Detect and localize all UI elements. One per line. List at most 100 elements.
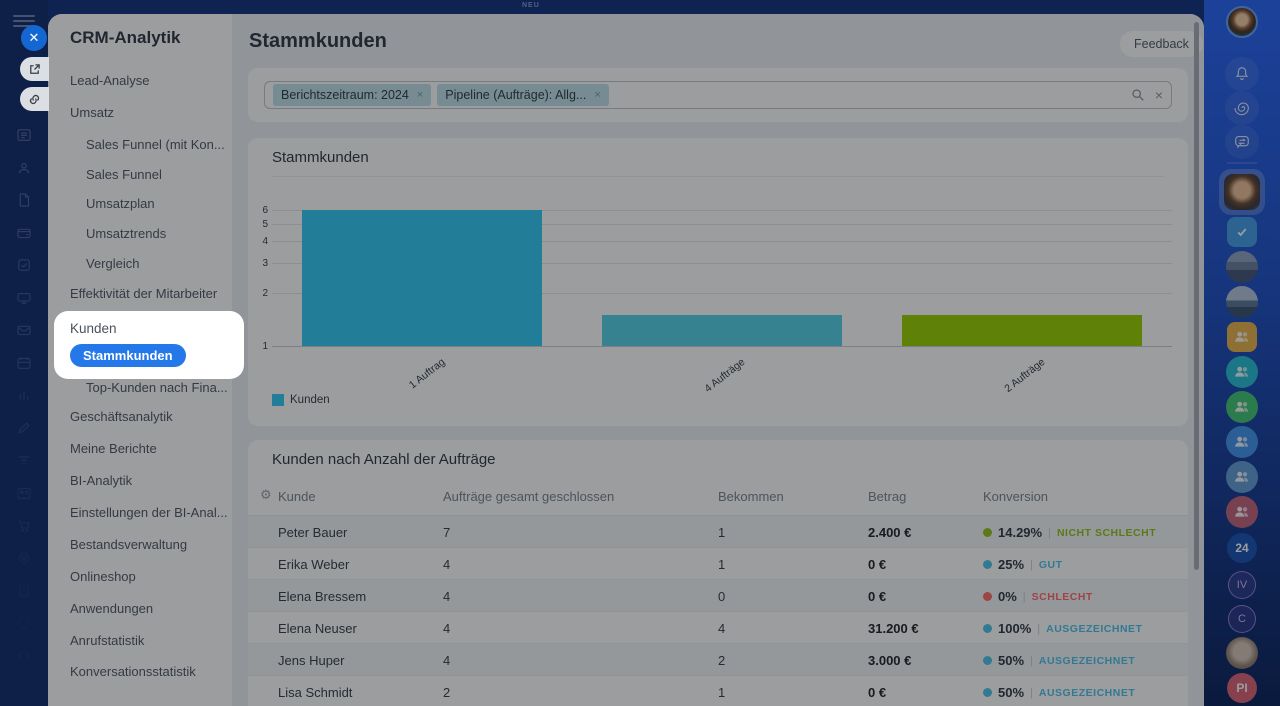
sidebar-item-onlineshop[interactable]: Onlineshop [70, 569, 136, 584]
sidebar-item-top-kunden-nach-fina-[interactable]: Top-Kunden nach Fina... [86, 380, 228, 395]
bar-1-auftrag[interactable] [302, 210, 542, 346]
sidebar-item-einstellungen-der-bi-anal-[interactable]: Einstellungen der BI-Anal... [70, 505, 228, 520]
close-slider-button[interactable]: ✕ [21, 25, 47, 51]
docs-icon[interactable] [15, 581, 33, 599]
filter-field-icons: × [1131, 87, 1163, 103]
open-new-tab-button[interactable] [20, 57, 49, 81]
table-row[interactable]: Peter Bauer 7 1 2.400 € 14.29% | NICHT SCHLECH… [248, 516, 1188, 548]
employees-icon[interactable] [15, 159, 33, 177]
column-header-kunde[interactable]: Kunde [278, 489, 316, 504]
notifications-icon[interactable] [1225, 57, 1259, 91]
cell: Erika Weber [278, 557, 350, 572]
sidebar-item-effektivität-der-mitarbeiter[interactable]: Effektivität der Mitarbeiter [70, 286, 218, 301]
table-row[interactable]: Elena Bressem 4 0 0 € 0% | SCHLECHT [248, 580, 1188, 612]
sign-icon[interactable] [15, 419, 33, 437]
conversion-cell: 100% | AUSGEZEICHNET [983, 621, 1142, 636]
rating-dot [983, 624, 992, 633]
rating-label: SCHLECHT [1031, 590, 1093, 603]
group-chat-icon[interactable] [1227, 322, 1257, 352]
tasks-icon[interactable] [15, 256, 33, 274]
cell: 0 € [868, 589, 887, 604]
bar-2-aufträge[interactable] [902, 315, 1142, 346]
group-chat-icon[interactable] [1226, 426, 1258, 458]
crm-funnel-icon[interactable] [15, 451, 33, 469]
table-row[interactable]: Lisa Schmidt 2 1 0 € 50% | AUSGEZEICHNET [248, 676, 1188, 706]
chat-avatar[interactable] [1226, 251, 1258, 283]
recent-chat-avatar[interactable] [1219, 169, 1265, 215]
feedback-button[interactable]: Feedback [1120, 31, 1203, 57]
chat-avatar[interactable] [1226, 637, 1258, 669]
marketing-target-icon[interactable] [15, 549, 33, 567]
column-header-konversion[interactable]: Konversion [983, 489, 1049, 504]
sidebar-item-lead-analyse[interactable]: Lead-Analyse [70, 73, 150, 88]
copy-link-button[interactable] [20, 87, 49, 111]
chat-avatar[interactable] [1226, 286, 1258, 318]
table-row[interactable]: Erika Weber 4 1 0 € 25% | GUT [248, 548, 1188, 580]
messenger-icon[interactable] [1225, 125, 1259, 159]
copilot-icon[interactable] [1225, 91, 1259, 125]
column-header-betrag[interactable]: Betrag [868, 489, 907, 504]
chat-badge[interactable]: 24 [1227, 533, 1257, 563]
table-row[interactable]: Elena Neuser 4 4 31.200 € 100% | AUSGEZEICHNET [248, 612, 1188, 644]
chat-initials[interactable]: C [1228, 605, 1256, 633]
chat-initials[interactable]: IV [1228, 571, 1256, 599]
sidebar-item-bi-analytik[interactable]: BI-Analytik [70, 473, 133, 488]
sidebar-item-anwendungen[interactable]: Anwendungen [70, 601, 154, 616]
chart-card: Stammkunden 6 5 4 3 2 1 1 Auftrag 4 Aufträge 2 A… [248, 138, 1188, 426]
chip-remove-icon[interactable]: × [416, 89, 424, 101]
conversion-percent: 25% [998, 557, 1025, 572]
group-chat-icon[interactable] [1226, 391, 1258, 423]
cell: 0 € [868, 557, 887, 572]
sidebar-item-vergleich[interactable]: Vergleich [86, 256, 140, 271]
table-row[interactable]: Jens Huper 4 2 3.000 € 50% | AUSGEZEICHNET [248, 644, 1188, 676]
bar-4-aufträge[interactable] [602, 315, 842, 346]
sidebar-item-sales-funnel-mit-kon-[interactable]: Sales Funnel (mit Kon... [86, 137, 225, 152]
conversion-percent: 100% [998, 621, 1032, 636]
sidebar-item-anrufstatistik[interactable]: Anrufstatistik [70, 633, 145, 648]
chip-remove-icon[interactable]: × [594, 89, 601, 101]
contact-card-icon[interactable] [15, 484, 33, 502]
analytics-icon[interactable] [15, 386, 33, 404]
group-chat-icon[interactable] [1226, 356, 1258, 388]
chat-initials[interactable]: PI [1227, 673, 1257, 703]
security-shield-icon[interactable] [15, 614, 33, 632]
filter-card: Berichtszeitraum: 2024 × Pipeline (Aufträg… [248, 68, 1188, 122]
sidebar-item-geschäftsanalytik[interactable]: Geschäftsanalytik [70, 409, 173, 424]
tasks-chat-icon[interactable] [1227, 217, 1257, 247]
clear-filter-icon[interactable]: × [1154, 87, 1163, 103]
documents-icon[interactable] [15, 191, 33, 209]
column-header-aufträge-gesamt-geschlossen[interactable]: Aufträge gesamt geschlossen [443, 489, 615, 504]
conversion-percent: 14.29% [998, 525, 1043, 540]
sidebar-section-kunden[interactable]: Kunden [70, 321, 117, 336]
cell: 31.200 € [868, 621, 919, 636]
profile-avatar[interactable] [1226, 6, 1258, 38]
filter-chip[interactable]: Pipeline (Aufträge): Allg... × [437, 84, 609, 106]
group-chat-icon[interactable] [1226, 496, 1258, 528]
grid-settings-gear-icon[interactable]: ⚙ [260, 487, 272, 502]
sidebar-item-umsatztrends[interactable]: Umsatztrends [86, 226, 167, 241]
calendar-icon[interactable] [15, 354, 33, 372]
chart-legend[interactable]: Kunden [272, 394, 330, 406]
sidebar-item-umsatz[interactable]: Umsatz [70, 105, 115, 120]
mail-icon[interactable] [15, 321, 33, 339]
sidebar-item-sales-funnel[interactable]: Sales Funnel [86, 167, 162, 182]
filter-search-field[interactable]: Berichtszeitraum: 2024 × Pipeline (Aufträg… [264, 81, 1172, 109]
panel-scrollbar[interactable] [1194, 22, 1199, 570]
workspace-icon[interactable] [15, 289, 33, 307]
feed-icon[interactable] [15, 126, 33, 144]
sidebar-item-stammkunden-active[interactable]: Stammkunden [70, 344, 186, 367]
filter-chip[interactable]: Berichtszeitraum: 2024 × [273, 84, 432, 106]
cell: Lisa Schmidt [278, 685, 353, 700]
group-chat-icon[interactable] [1226, 461, 1258, 493]
search-icon[interactable] [1131, 88, 1145, 102]
wallet-icon[interactable] [15, 224, 33, 242]
support-icon[interactable] [15, 646, 33, 664]
sidebar-item-umsatzplan[interactable]: Umsatzplan [86, 196, 155, 211]
hamburger-menu-icon[interactable] [13, 15, 35, 27]
rating-label: AUSGEZEICHNET [1038, 654, 1136, 667]
sidebar-item-konversationsstatistik[interactable]: Konversationsstatistik [70, 664, 196, 679]
shop-cart-icon[interactable] [15, 516, 33, 534]
column-header-bekommen[interactable]: Bekommen [718, 489, 784, 504]
sidebar-item-meine-berichte[interactable]: Meine Berichte [70, 441, 157, 456]
sidebar-item-bestandsverwaltung[interactable]: Bestandsverwaltung [70, 537, 188, 552]
